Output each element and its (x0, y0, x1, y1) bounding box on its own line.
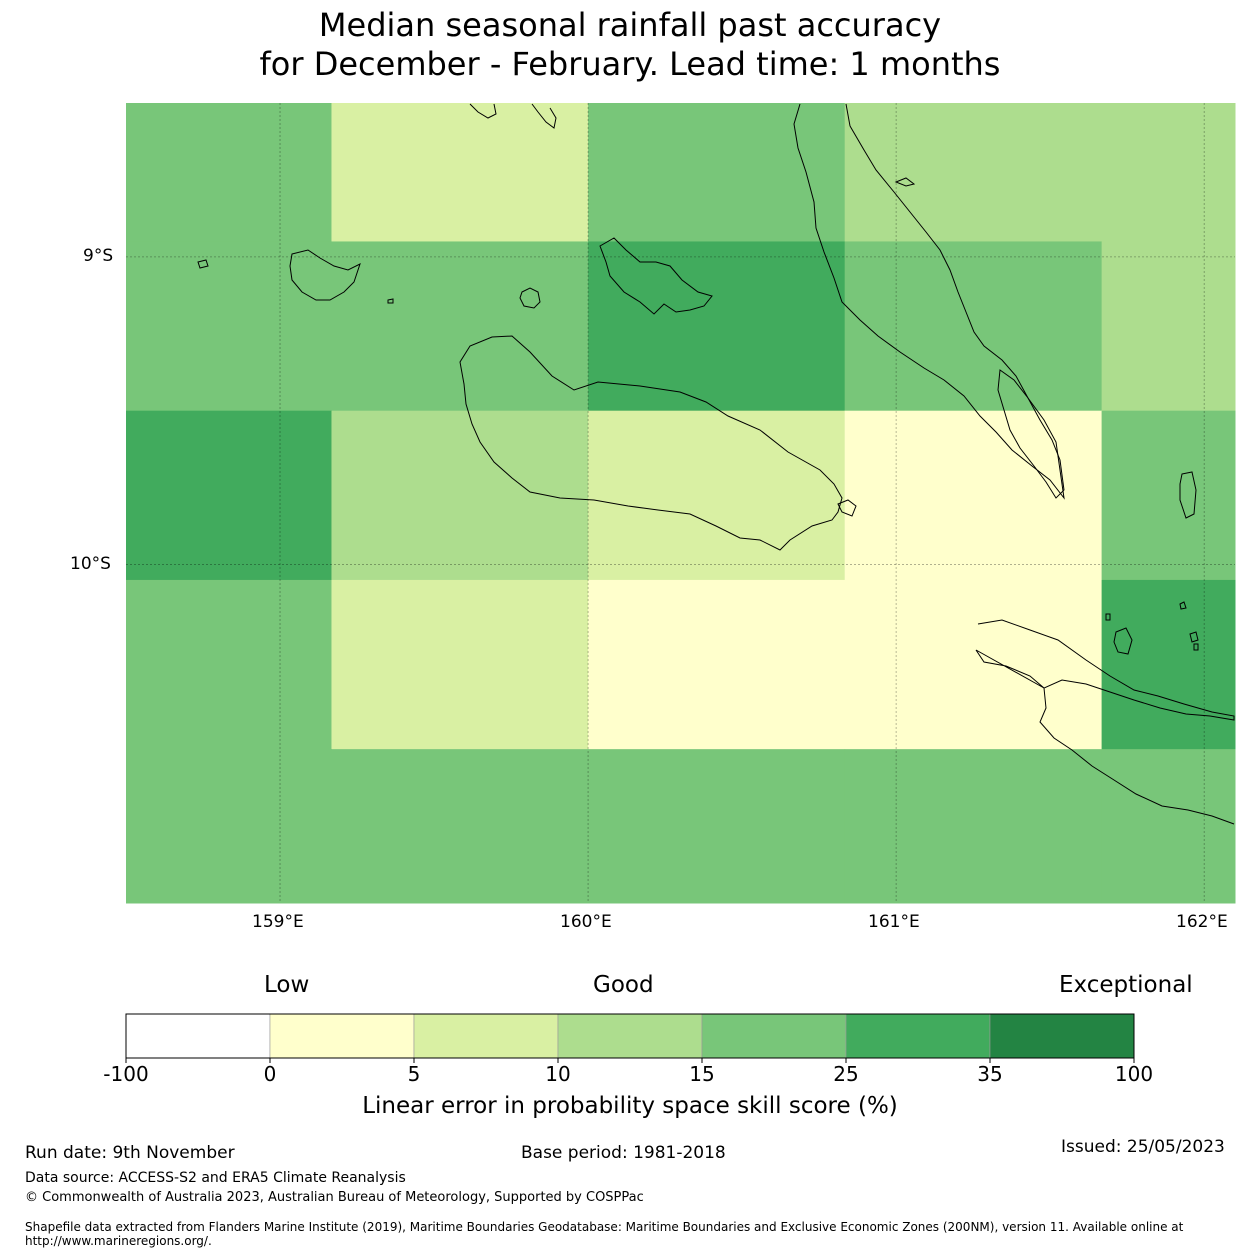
north-islands-coastline (469, 103, 497, 119)
skill-grid-cell (1101, 579, 1236, 750)
skill-grid-cell (1101, 103, 1236, 242)
small-island-coastline (837, 499, 857, 517)
chart-title-line1: Median seasonal rainfall past accuracy (318, 6, 942, 44)
skill-grid-cell (844, 241, 1103, 412)
malaita-coastline (793, 103, 1065, 500)
skill-grid-cell (1101, 241, 1236, 412)
small-island-coastline (1193, 643, 1199, 651)
skill-grid-cell (588, 103, 846, 242)
colorbar-tick: 25 (833, 1062, 859, 1086)
lon-label-159e: 159°E (252, 912, 304, 932)
skill-grid-cell (1101, 410, 1236, 581)
graticule (126, 103, 1235, 903)
small-island-coastline (1105, 613, 1111, 621)
data-source: Data source: ACCESS-S2 and ERA5 Climate … (25, 1170, 406, 1186)
makira-coastline (975, 619, 1235, 825)
small-island-coastline (1179, 601, 1187, 610)
skill-grid-cell (588, 241, 846, 412)
small-island-coastline (1113, 627, 1133, 655)
lon-label-160e: 160°E (560, 912, 612, 932)
copyright: © Commonwealth of Australia 2023, Austra… (25, 1190, 644, 1205)
skill-grid-cell (126, 410, 332, 581)
colorbar-label-low: Low (264, 972, 310, 998)
colorbar-tick: 100 (1114, 1062, 1154, 1086)
colorbar-swatch (989, 1013, 1135, 1059)
coastline-outline-icon (197, 103, 1235, 825)
run-date: Run date: 9th November (25, 1143, 235, 1163)
small-island-coastline (894, 177, 916, 187)
skill-grid-cell (126, 103, 332, 242)
colorbar (125, 1013, 1135, 1063)
skill-grid-cell (331, 579, 589, 750)
skill-grid-cell (126, 241, 332, 412)
small-island-coastline (1189, 631, 1199, 643)
colorbar-label-good: Good (593, 972, 654, 998)
chart-title-line2: for December - February. Lead time: 1 mo… (259, 45, 1001, 83)
colorbar-tick: 0 (263, 1062, 277, 1086)
skill-grid-cell (844, 410, 1103, 581)
base-period: Base period: 1981-2018 (521, 1143, 726, 1163)
issued-date: Issued: 25/05/2023 (1061, 1137, 1225, 1157)
skill-grid (126, 103, 1236, 904)
colorbar-swatch (125, 1013, 271, 1059)
skill-grid-cell (588, 579, 846, 750)
colorbar-border (125, 1013, 1135, 1059)
colorbar-label-exceptional: Exceptional (1059, 972, 1193, 998)
colorbar-swatch (557, 1013, 703, 1059)
small-island-coastline (519, 287, 541, 309)
ulawa-coastline (1179, 471, 1197, 519)
colorbar-tick: -100 (103, 1062, 149, 1086)
skill-grid-cell (126, 749, 332, 904)
lat-label-10s: 10°S (70, 554, 111, 574)
skill-grid-cell (844, 103, 1103, 242)
small-malaita-coastline (997, 369, 1065, 499)
lon-label-161e: 161°E (868, 912, 920, 932)
skill-grid-cell (844, 579, 1103, 750)
colorbar-tick: 35 (977, 1062, 1003, 1086)
colorbar-swatch (845, 1013, 991, 1059)
colorbar-swatch (269, 1013, 415, 1059)
colorbar-tick: 15 (689, 1062, 715, 1086)
skill-grid-cell (844, 749, 1103, 904)
skill-grid-cell (588, 410, 846, 581)
florida-islands-coastline (599, 237, 713, 315)
skill-grid-cell (331, 241, 589, 412)
skill-grid-cell (331, 749, 589, 904)
colorbar-swatch (413, 1013, 559, 1059)
guadalcanal-coastline (459, 335, 843, 551)
skill-grid-cell (588, 749, 846, 904)
skill-grid-cell (1101, 749, 1236, 904)
colorbar-title: Linear error in probability space skill … (362, 1093, 898, 1119)
lon-label-162e: 162°E (1176, 912, 1228, 932)
skill-grid-cell (331, 103, 589, 242)
small-island-coastline (387, 298, 394, 304)
colorbar-tick: 10 (545, 1062, 571, 1086)
shapefile-credit: Shapefile data extracted from Flanders M… (25, 1220, 1184, 1248)
skill-grid-cell (126, 579, 332, 750)
colorbar-swatch (701, 1013, 847, 1059)
north-islands-coastline (531, 103, 557, 129)
lat-label-9s: 9°S (83, 246, 114, 266)
small-island-coastline (197, 259, 209, 269)
colorbar-tick: 5 (407, 1062, 421, 1086)
russell-islands-coastline (289, 249, 361, 301)
